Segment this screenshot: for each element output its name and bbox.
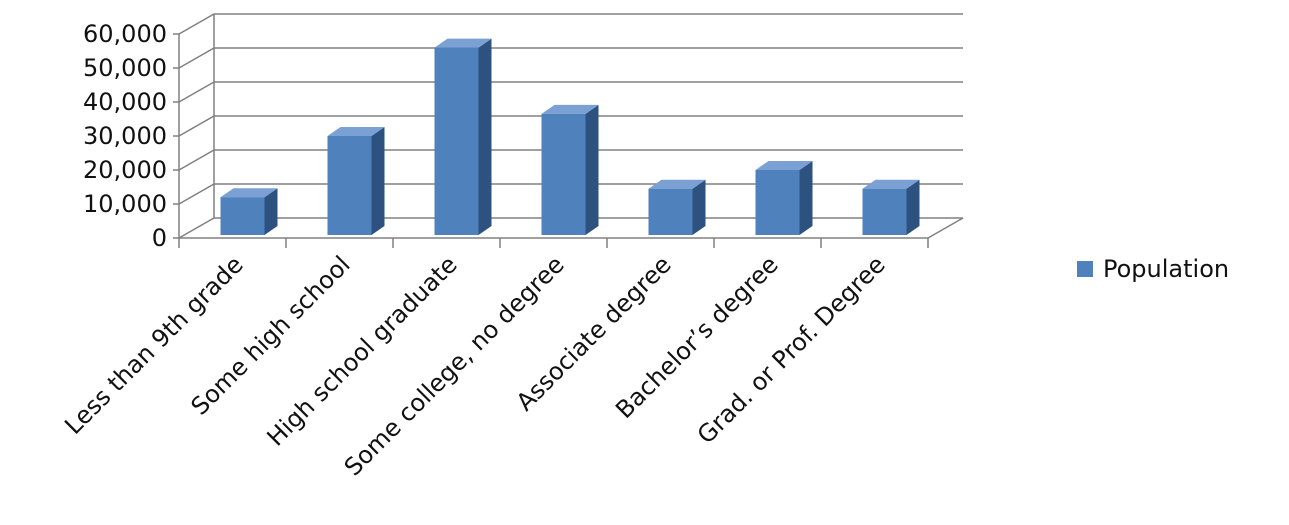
- bar-side: [478, 38, 492, 235]
- gridline: [178, 81, 963, 103]
- axes: [173, 14, 964, 248]
- legend-label: Population: [1103, 255, 1230, 283]
- bar-top: [755, 161, 813, 170]
- bar-front: [755, 170, 800, 235]
- gridline: [178, 13, 963, 35]
- bar-side: [585, 104, 599, 236]
- bar-top: [862, 179, 920, 189]
- x-tick-label: Some college, no degree: [339, 250, 570, 481]
- bar: [327, 127, 385, 235]
- y-tick-label: 20,000: [83, 156, 167, 184]
- floor-right-edge: [927, 217, 964, 239]
- bar: [434, 38, 492, 235]
- bar-front: [541, 113, 586, 235]
- bar-top: [220, 188, 278, 198]
- bar-top: [541, 104, 599, 114]
- bar: [648, 179, 706, 235]
- x-tick-label: Grad. or Prof. Degree: [692, 250, 891, 449]
- x-tick-label: Less than 9th grade: [59, 250, 248, 439]
- y-tick-labels: 0 10,000 20,000 30,000 40,000 50,000 60,000: [83, 20, 167, 252]
- bar: [541, 104, 599, 236]
- bar-front: [220, 197, 265, 235]
- y-tick-label: 60,000: [83, 20, 167, 48]
- y-tick-label: 30,000: [83, 122, 167, 150]
- bar-front: [434, 47, 479, 235]
- bar: [755, 161, 813, 235]
- bar-side: [906, 179, 920, 235]
- y-tick-label: 50,000: [83, 54, 167, 82]
- bar-top: [648, 179, 706, 189]
- gridline: [178, 47, 963, 69]
- bar: [220, 188, 278, 235]
- legend-swatch: [1077, 261, 1093, 277]
- bar-front: [648, 188, 693, 235]
- y-tick-label: 0: [152, 224, 167, 252]
- legend: Population: [1077, 255, 1229, 283]
- bar: [862, 179, 920, 235]
- bar-front: [327, 136, 372, 235]
- x-tick-label: High school graduate: [262, 250, 463, 451]
- bars: [220, 38, 920, 236]
- bar-side: [799, 161, 813, 235]
- bar-side: [692, 179, 706, 235]
- y-tick-label: 10,000: [83, 190, 167, 218]
- bar-front: [862, 188, 907, 235]
- bar-top: [434, 38, 492, 48]
- bar-top: [327, 127, 385, 136]
- bar-side: [371, 127, 385, 235]
- y-tick-label: 40,000: [83, 88, 167, 116]
- bar-side: [264, 188, 278, 235]
